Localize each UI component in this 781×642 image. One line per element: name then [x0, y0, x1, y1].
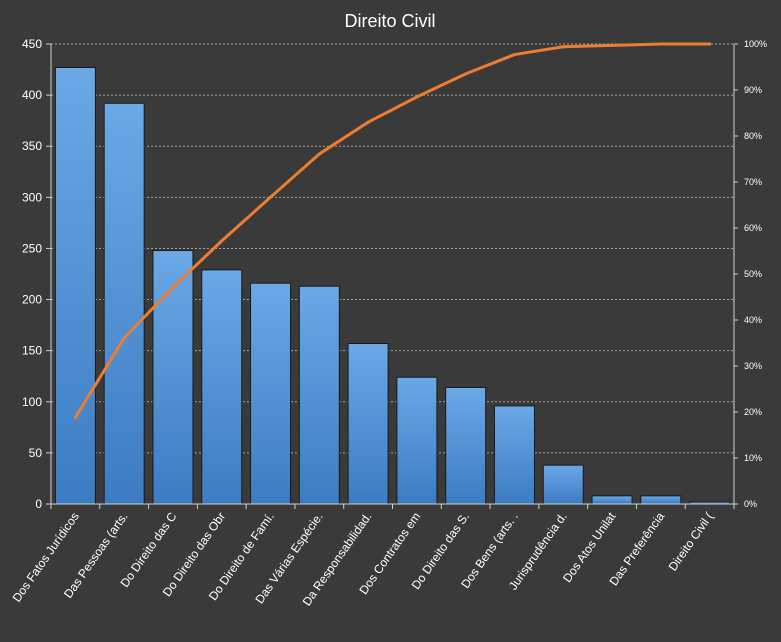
line-point: [73, 416, 77, 420]
left-tick-label: 200: [22, 293, 42, 307]
right-tick-label: 80%: [744, 131, 762, 141]
bar: [201, 269, 243, 505]
cumulative-percent-line: [73, 42, 712, 420]
right-tick-label: 60%: [744, 223, 762, 233]
cumulative-line-series: [73, 42, 712, 420]
left-tick-label: 450: [22, 37, 42, 51]
left-tick-label: 300: [22, 190, 42, 204]
bar: [493, 405, 535, 505]
left-tick-label: 100: [22, 395, 42, 409]
left-tick-label: 50: [29, 446, 43, 460]
left-tick-label: 400: [22, 88, 42, 102]
right-tick-label: 100%: [744, 39, 767, 49]
right-tick-label: 40%: [744, 315, 762, 325]
line-point: [415, 95, 419, 99]
line-point: [269, 195, 273, 199]
right-tick-label: 0%: [744, 499, 757, 509]
left-tick-label: 350: [22, 139, 42, 153]
chart-title: Direito Civil: [344, 11, 435, 31]
bar: [542, 464, 584, 505]
line-point: [708, 42, 712, 46]
line-point: [220, 239, 224, 243]
left-tick-label: 250: [22, 241, 42, 255]
right-tick-label: 50%: [744, 269, 762, 279]
line-point: [171, 285, 175, 289]
right-axis-ticks: 0% 10% 20% 30% 40% 50% 60% 70% 80% 90% 100%: [734, 39, 767, 509]
line-point: [659, 42, 663, 46]
line-point: [464, 72, 468, 76]
bar: [640, 495, 682, 505]
bar: [152, 249, 194, 505]
bar: [445, 386, 487, 505]
bar-series: [54, 67, 731, 505]
line-point: [610, 43, 614, 47]
bar: [54, 67, 96, 505]
right-tick-label: 10%: [744, 453, 762, 463]
line-point: [317, 152, 321, 156]
bar: [103, 102, 145, 505]
bar: [298, 285, 340, 505]
line-point: [366, 120, 370, 124]
right-tick-label: 90%: [744, 85, 762, 95]
bar: [591, 495, 633, 505]
left-tick-label: 150: [22, 344, 42, 358]
bar: [396, 376, 438, 505]
right-tick-label: 70%: [744, 177, 762, 187]
line-point: [561, 45, 565, 49]
line-point: [512, 53, 516, 57]
line-point: [122, 336, 126, 340]
bar: [250, 282, 292, 505]
left-tick-label: 0: [35, 497, 42, 511]
left-axis-ticks: 0 50 100 150 200 250 300 350 400 450: [22, 37, 51, 511]
bar: [347, 343, 389, 505]
right-tick-label: 30%: [744, 361, 762, 371]
right-tick-label: 20%: [744, 407, 762, 417]
category-label: Direito Civil (: [666, 510, 716, 574]
